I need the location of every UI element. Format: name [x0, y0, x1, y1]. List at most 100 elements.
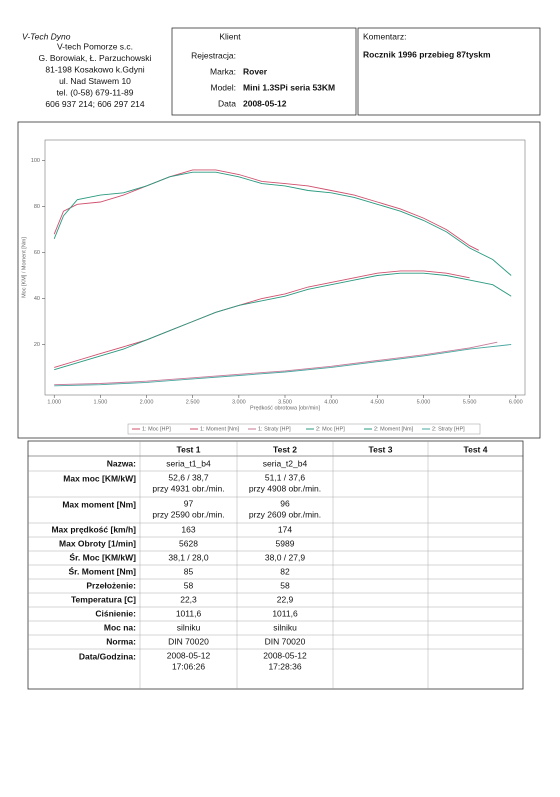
chart-box: [17, 121, 541, 439]
series-line: [54, 344, 512, 387]
cell: 85: [184, 566, 194, 576]
x-tick-label: 5.500: [463, 399, 477, 405]
row-label: Temperatura [C]: [71, 594, 136, 604]
x-tick-label: 2.500: [186, 399, 200, 405]
field-value: Rover: [243, 66, 268, 76]
row-label: Max Obroty [1/min]: [59, 538, 136, 548]
cell: 38,1 / 28,0: [168, 552, 208, 562]
column-header: Test 2: [273, 444, 297, 454]
company-line: 606 937 214; 606 297 214: [45, 99, 145, 109]
cell: 2008-05-12: [263, 650, 307, 660]
x-tick-label: 4.000: [324, 399, 338, 405]
field-label: Model:: [210, 82, 236, 92]
client-box: [171, 27, 357, 116]
row-label: Moc na:: [104, 622, 136, 632]
cell: 38,0 / 27,9: [265, 552, 305, 562]
series-line: [53, 171, 512, 276]
x-tick-label: 6.000: [509, 399, 523, 405]
legend-label: 1: Moc [HP]: [142, 426, 171, 432]
row-label: Przełożenie:: [86, 580, 136, 590]
cell: silniku: [177, 622, 201, 632]
plot-frame: [44, 139, 526, 396]
company-line: tel. (0-58) 679-11-89: [57, 87, 134, 97]
column-header: Test 3: [369, 444, 393, 454]
x-tick-label: 3.000: [232, 399, 246, 405]
legend-label: 2: Straty [HP]: [432, 426, 465, 432]
row-label: Max moment [Nm]: [62, 499, 136, 509]
series-line: [53, 169, 480, 251]
y-tick-label: 80: [34, 204, 40, 210]
y-tick-label: 100: [31, 158, 40, 164]
cell: 2008-05-12: [167, 650, 211, 660]
company-line: 81-198 Kosakowo k.Gdyni: [45, 64, 144, 74]
company-line: ul. Nad Stawem 10: [59, 76, 131, 86]
cell: 58: [184, 580, 194, 590]
legend-label: 2: Moment [Nm]: [374, 426, 414, 432]
legend-label: 1: Straty [HP]: [258, 426, 291, 432]
cell: 174: [278, 524, 292, 534]
x-tick-label: 5.000: [417, 399, 431, 405]
field-value: Mini 1.3SPi seria 53KM: [243, 82, 335, 92]
row-label: Śr. Moc [KM/kW]: [69, 551, 136, 562]
company-line: G. Borowiak, Ł. Parzuchowski: [39, 53, 152, 63]
row-label: Śr. Moment [Nm]: [68, 565, 136, 576]
x-axis-label: Prędkość obrotowa [obr/min]: [250, 405, 320, 411]
cell: 22,3: [180, 594, 197, 604]
cell: przy 4908 obr./min.: [249, 483, 321, 493]
cell: 22,9: [277, 594, 294, 604]
y-axis-label: Moc [KM] / Moment [Nm]: [21, 237, 27, 298]
cell: 1011,6: [176, 608, 202, 618]
series-line: [54, 270, 470, 368]
cell: seria_t1_b4: [166, 458, 211, 468]
company-line: V-tech Pomorze s.c.: [57, 41, 133, 51]
y-tick-label: 40: [34, 296, 40, 302]
cell: seria_t2_b4: [263, 458, 308, 468]
row-label: Max prędkość [km/h]: [51, 524, 136, 534]
x-tick-label: 3.500: [278, 399, 292, 405]
cell: silniku: [273, 622, 297, 632]
cell: DIN 70020: [168, 636, 209, 646]
row-label: Data/Godzina:: [79, 651, 136, 661]
cell: 97: [184, 498, 194, 508]
x-tick-label: 2.000: [140, 399, 154, 405]
cell: DIN 70020: [265, 636, 306, 646]
y-tick-label: 60: [34, 250, 40, 256]
cell: przy 2590 obr./min.: [152, 509, 224, 519]
x-tick-label: 4.500: [370, 399, 384, 405]
cell: 5628: [179, 538, 198, 548]
cell: 51,1 / 37,6: [265, 472, 305, 482]
cell: 1011,6: [272, 608, 298, 618]
column-header: Test 1: [177, 444, 201, 454]
y-tick-label: 20: [34, 342, 40, 348]
field-label: Data: [218, 98, 236, 108]
company-name: V-Tech Dyno: [22, 31, 71, 41]
field-value: 2008-05-12: [243, 98, 287, 108]
legend-label: 2: Moc [HP]: [316, 426, 345, 432]
client-title: Klient: [219, 31, 241, 41]
comment-title: Komentarz:: [363, 31, 406, 41]
row-label: Nazwa:: [107, 458, 136, 468]
comment-box: [357, 27, 541, 116]
column-header: Test 4: [464, 444, 488, 454]
series-line: [54, 341, 498, 386]
row-label: Max moc [KM/kW]: [63, 473, 136, 483]
cell: 96: [280, 498, 290, 508]
cell: 5989: [276, 538, 295, 548]
legend-box: [127, 423, 481, 435]
x-tick-label: 1.500: [94, 399, 108, 405]
cell: przy 4931 obr./min.: [152, 483, 224, 493]
series-line: [54, 272, 512, 371]
legend-label: 1: Moment [Nm]: [200, 426, 240, 432]
cell: 82: [280, 566, 290, 576]
x-tick-label: 1.000: [47, 399, 61, 405]
cell: 163: [181, 524, 195, 534]
field-label: Rejestracja:: [191, 50, 236, 60]
cell: 52,6 / 38,7: [168, 472, 208, 482]
row-label: Ciśnienie:: [95, 608, 136, 618]
comment: Rocznik 1996 przebieg 87tyskm: [363, 49, 491, 59]
cell: 17:28:36: [268, 661, 301, 671]
cell: 58: [280, 580, 290, 590]
row-label: Norma:: [106, 636, 136, 646]
cell: przy 2609 obr./min.: [249, 509, 321, 519]
